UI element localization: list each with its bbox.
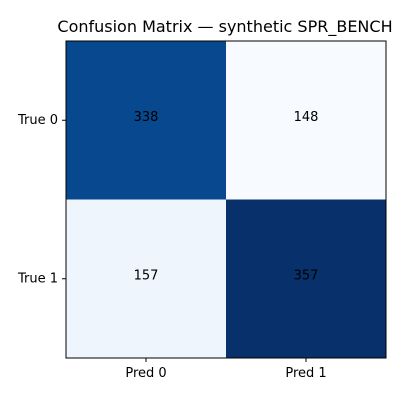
cell-value-label-r1-c1: 357 <box>294 268 319 283</box>
y-tick-label: True 0 <box>17 113 58 128</box>
heatmap-cells <box>66 41 386 358</box>
heatmap-cell-r1-c0 <box>66 199 226 358</box>
plot-frame <box>65 40 387 359</box>
cell-value-label-r1-c0: 157 <box>134 268 159 283</box>
y-tick-label: True 1 <box>17 271 58 286</box>
cell-value-label-r0-c1: 148 <box>294 110 319 125</box>
x-tick-label: Pred 0 <box>125 366 166 381</box>
heatmap-cell-labels: 338 148 157 357 <box>134 110 319 284</box>
x-axis-ticks: Pred 0 Pred 1 <box>125 358 327 381</box>
y-axis-ticks: True 0 True 1 <box>17 113 66 286</box>
heatmap-cell-r1-c1 <box>226 199 386 358</box>
chart-title: Confusion Matrix — synthetic SPR_BENCH <box>57 17 392 37</box>
heatmap-cell-r0-c0 <box>66 41 226 200</box>
cell-value-label-r0-c0: 338 <box>134 110 159 125</box>
x-tick-label: Pred 1 <box>285 366 326 381</box>
heatmap-cell-r0-c1 <box>226 41 386 200</box>
